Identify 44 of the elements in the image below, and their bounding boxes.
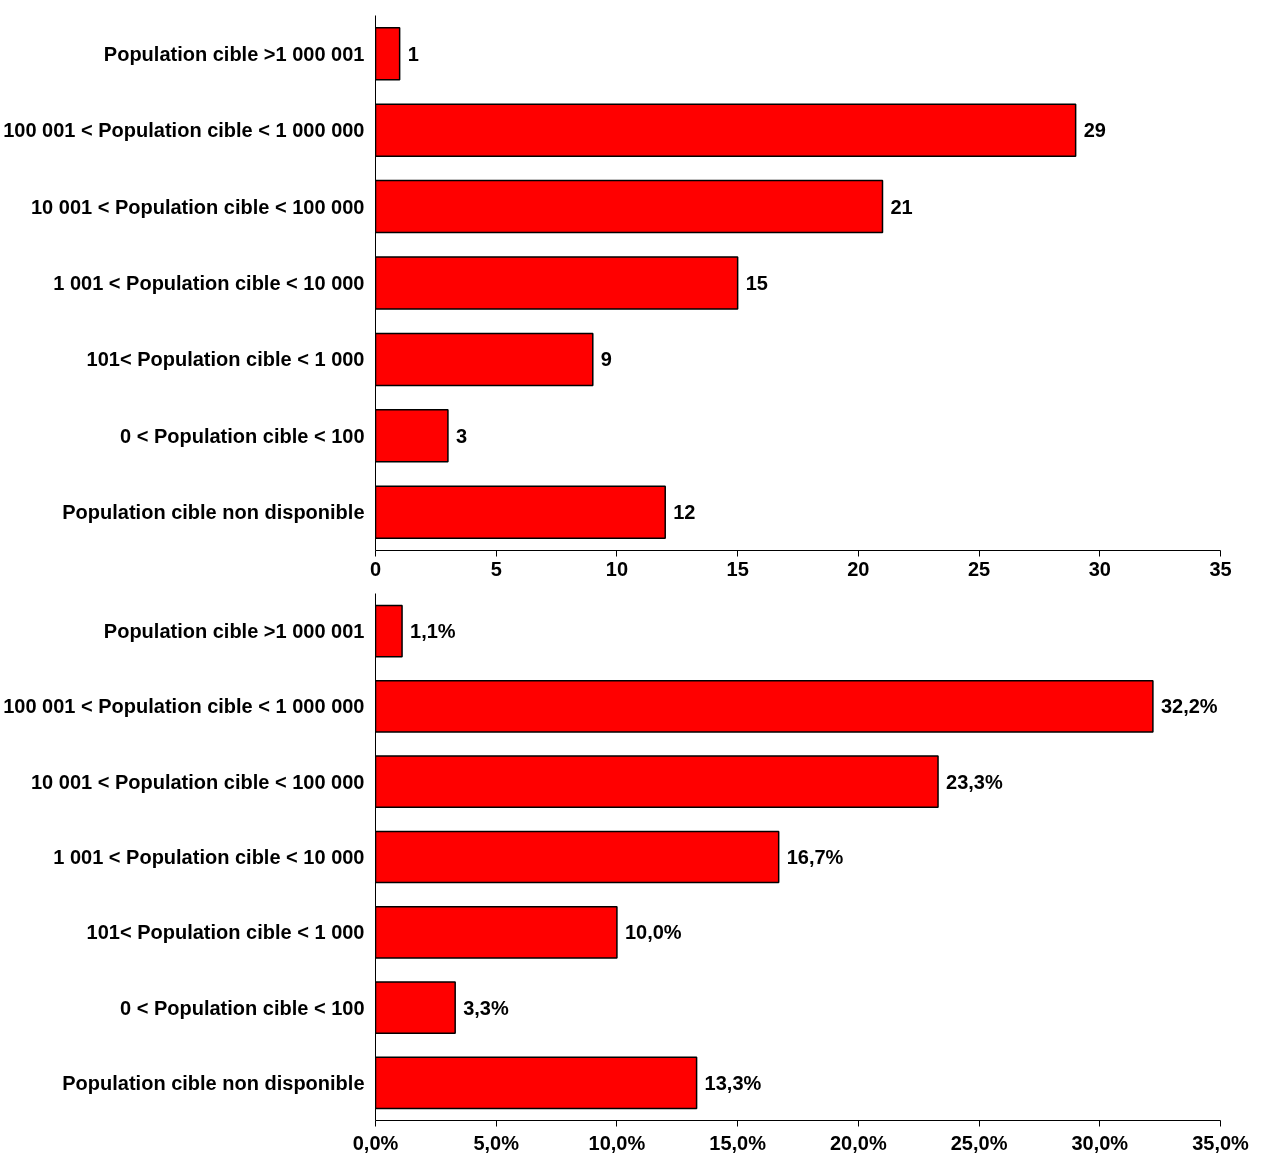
y-tick-label: 0 < Population cible < 100 bbox=[119, 424, 365, 447]
y-tick-label: 101< Population cible < 1 000 bbox=[86, 348, 365, 371]
x-tick-label: 5,0% bbox=[473, 1131, 520, 1154]
x-tick-label: 15 bbox=[726, 557, 749, 580]
data-label: 3 bbox=[455, 424, 468, 447]
x-tick-label: 0 bbox=[369, 557, 382, 580]
x-tick-label: 25 bbox=[967, 557, 991, 580]
y-tick-label: Population cible non disponible bbox=[62, 1071, 365, 1094]
data-label: 23,3% bbox=[946, 770, 1003, 793]
x-tick-label: 10 bbox=[605, 557, 629, 580]
y-tick-label: 1 001 < Population cible < 10 000 bbox=[53, 846, 365, 868]
data-label: 13,3% bbox=[704, 1071, 762, 1094]
y-tick-label: 0 < Population cible < 100 bbox=[119, 996, 365, 1019]
data-label: 32,2% bbox=[1160, 695, 1218, 718]
y-tick-label: 10 001 < Population cible < 100 000 bbox=[30, 195, 365, 218]
data-label: 16,7% bbox=[786, 846, 844, 868]
x-tick-label: 20 bbox=[847, 557, 870, 580]
y-tick-label: 1 001 < Population cible < 10 000 bbox=[53, 272, 365, 294]
y-tick-label: 100 001 < Population cible < 1 000 000 bbox=[3, 119, 365, 142]
x-tick-label: 15,0% bbox=[709, 1131, 767, 1154]
data-label: 10,0% bbox=[624, 921, 682, 944]
data-label: 9 bbox=[600, 348, 612, 371]
data-label: 12 bbox=[673, 501, 696, 524]
x-tick-label: 20,0% bbox=[830, 1131, 887, 1154]
y-tick-label: 10 001 < Population cible < 100 000 bbox=[30, 770, 365, 793]
data-label: 1,1% bbox=[410, 620, 456, 643]
y-tick-label: Population cible >1 000 001 bbox=[103, 620, 365, 643]
y-tick-label: Population cible non disponible bbox=[62, 501, 365, 524]
data-label: 1 bbox=[407, 42, 419, 65]
data-label: 15 bbox=[745, 272, 768, 294]
x-tick-label: 5 bbox=[490, 557, 502, 580]
y-tick-label: 101< Population cible < 1 000 bbox=[86, 921, 365, 944]
y-tick-label: Population cible >1 000 001 bbox=[103, 42, 365, 65]
x-tick-label: 25,0% bbox=[950, 1131, 1008, 1154]
data-label: 21 bbox=[890, 195, 913, 218]
x-tick-label: 30 bbox=[1088, 557, 1111, 580]
x-tick-label: 30,0% bbox=[1071, 1131, 1129, 1154]
x-tick-label: 10,0% bbox=[588, 1131, 646, 1154]
y-tick-label: 100 001 < Population cible < 1 000 000 bbox=[3, 695, 365, 718]
data-label: 29 bbox=[1083, 119, 1106, 142]
x-tick-label: 35,0% bbox=[1192, 1131, 1250, 1154]
x-tick-label: 35 bbox=[1209, 557, 1232, 580]
x-tick-label: 0,0% bbox=[352, 1131, 399, 1154]
data-label: 3,3% bbox=[463, 996, 509, 1019]
